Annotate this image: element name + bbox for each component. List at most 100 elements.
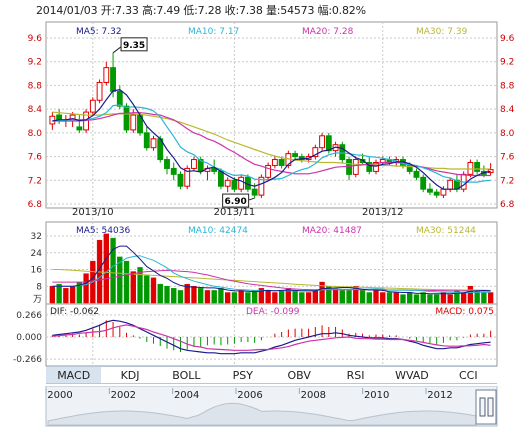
timeline-left-handle[interactable]: [479, 397, 486, 417]
candle-body: [271, 159, 278, 166]
header-change-label: 幅:: [317, 4, 333, 17]
volume-bar: [272, 292, 278, 304]
macd-dea-legend: DEA: -0.099: [246, 307, 300, 317]
candle-body: [231, 179, 238, 190]
volume-bar: [400, 294, 406, 304]
candle-body: [325, 135, 332, 152]
timeline-right-handle[interactable]: [487, 397, 494, 417]
tab-cci[interactable]: CCI: [441, 367, 497, 383]
header-low-label: 低:: [183, 4, 198, 17]
volume-bar: [204, 290, 211, 304]
price-grid: [46, 22, 497, 366]
volume-bar: [312, 290, 319, 304]
tab-psy[interactable]: PSY: [215, 367, 272, 383]
candle-body: [164, 159, 170, 169]
volume-ma-legend: MA10: 42474: [188, 226, 248, 236]
low-annotation-text: 6.90: [225, 197, 247, 207]
volume-bar: [380, 292, 386, 304]
volume-bar: [353, 286, 359, 304]
candle-body: [447, 179, 454, 190]
candle-body: [211, 167, 218, 172]
header-close-label: 收:: [224, 4, 240, 17]
volume-bar: [278, 290, 285, 304]
candle-body: [312, 147, 319, 158]
low-annotation-leader: [248, 197, 255, 201]
candle-body: [265, 164, 272, 178]
volume-bar: [386, 292, 393, 304]
header-volume: 54573: [280, 4, 315, 17]
volume-bar: [487, 292, 494, 304]
price-y-tick-right: 8.4: [500, 105, 515, 115]
price-y-tick-left: 7.2: [28, 176, 42, 186]
candle-body: [76, 126, 83, 131]
macd-y-tick: -0.266: [13, 355, 42, 365]
volume-bar: [467, 286, 474, 304]
price-y-tick-right: 7.6: [500, 153, 515, 163]
header-ohlc-readout: 2014/01/03 开:7.33 高:7.49 低:7.28 收:7.38 量…: [36, 2, 366, 18]
volume-bar: [447, 294, 453, 304]
chart-labels: 9.6 9.6 9.2 9.2 8.8 8.8 8.4 8.4 8.0 8.0 7.6 7.6 7.2 7…: [13, 27, 515, 365]
volume-bar: [184, 283, 190, 304]
price-y-tick-right: 9.6: [500, 34, 515, 44]
volume-bar: [63, 288, 69, 304]
timeline-history-area: [47, 402, 477, 426]
tab-wvad[interactable]: WVAD: [384, 367, 441, 383]
tab-macd[interactable]: MACD: [46, 367, 103, 383]
macd-value-legend: MACD: 0.075: [435, 307, 494, 317]
volume-bar: [265, 290, 271, 304]
volume-bar: [245, 292, 251, 304]
candle-body: [487, 169, 494, 174]
candle-body: [143, 132, 150, 149]
volume-y-tick: 8: [36, 282, 42, 292]
volume-bar: [211, 290, 217, 304]
candle-body: [413, 170, 420, 178]
candle-body: [150, 138, 157, 149]
header-change: 0.82%: [331, 4, 366, 17]
macd-dea-line: [52, 324, 491, 351]
price-y-tick-right: 8.0: [500, 129, 515, 139]
candle-body: [251, 188, 258, 196]
volume-ma-legend: MA5: 54036: [76, 226, 130, 236]
macd-dif-line: [52, 319, 491, 355]
volume-bar: [157, 283, 163, 304]
volume-bar: [130, 271, 136, 304]
volume-bar: [413, 294, 420, 304]
candle-body: [130, 114, 137, 131]
price-y-tick-left: 8.4: [28, 105, 43, 115]
candle-body: [474, 162, 481, 172]
volume-bar: [299, 292, 305, 304]
macd-grid: [46, 314, 497, 360]
candle-body: [191, 159, 197, 169]
volume-bar: [427, 294, 433, 304]
candle-body: [366, 162, 373, 172]
volume-bar: [434, 294, 440, 304]
low-annotation-box: [222, 193, 250, 208]
volume-bar: [292, 290, 298, 304]
header-close: 7.38: [238, 4, 263, 17]
tab-kdj[interactable]: KDJ: [102, 367, 159, 383]
timeline-navigator[interactable]: 2000 2002 2004 2006 2008 2010 2012: [0, 386, 519, 430]
candle-body: [373, 162, 379, 172]
candle-body: [278, 159, 285, 166]
volume-bar: [481, 292, 487, 304]
high-annotation-text: 9.35: [123, 41, 145, 51]
candle-body: [319, 135, 325, 149]
price-x-tick: 2013/11: [214, 207, 256, 218]
candle-body: [177, 173, 184, 187]
volume-bar: [258, 288, 265, 304]
volume-bar: [83, 273, 89, 304]
tab-boll[interactable]: BOLL: [159, 367, 216, 383]
candle-body: [103, 67, 110, 83]
price-y-tick-left: 8.8: [28, 81, 43, 91]
volume-bar: [110, 237, 116, 304]
volume-bar: [56, 283, 62, 304]
candle-body: [170, 167, 177, 175]
candle-body: [218, 170, 224, 187]
macd-y-tick: 0.266: [16, 311, 42, 321]
volume-bar: [191, 286, 197, 304]
tab-rsi[interactable]: RSI: [328, 367, 385, 383]
tab-obv[interactable]: OBV: [272, 367, 328, 383]
header-date: 2014/01/03: [36, 4, 98, 17]
